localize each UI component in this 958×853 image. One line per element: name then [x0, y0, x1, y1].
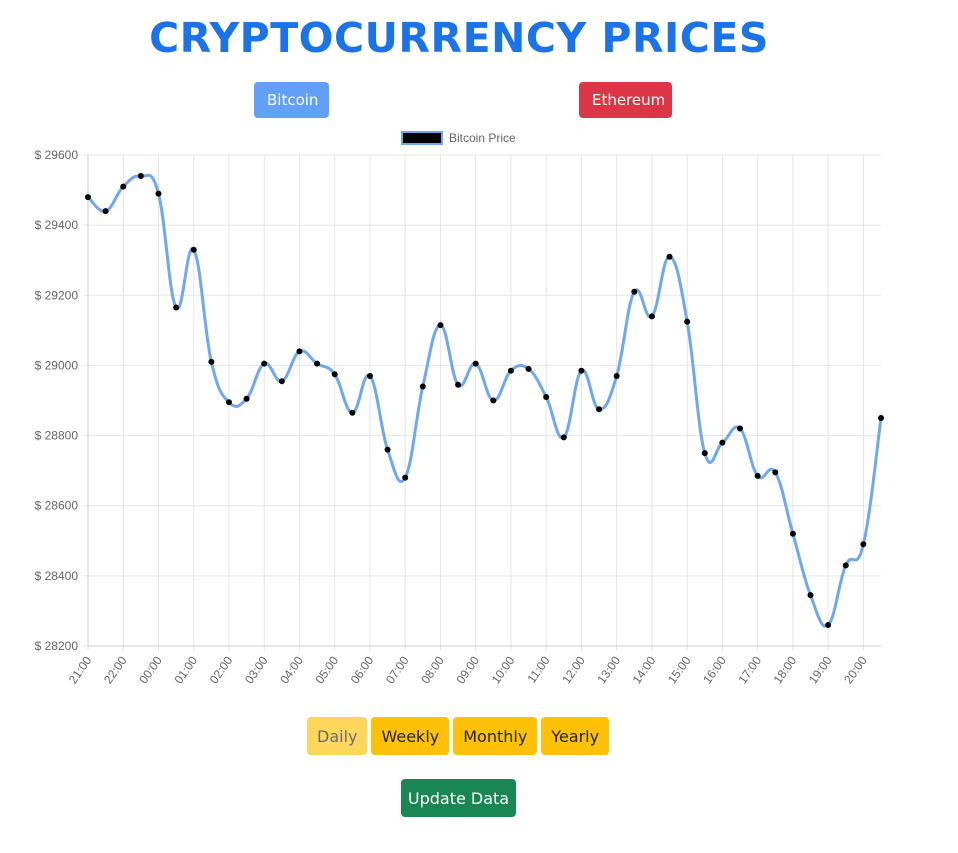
data-point[interactable]: [208, 358, 215, 365]
x-tick-label: 08:00: [418, 653, 447, 686]
x-tick-label: 00:00: [136, 653, 165, 686]
data-point[interactable]: [684, 318, 691, 325]
data-point[interactable]: [102, 208, 109, 215]
data-point[interactable]: [719, 439, 726, 446]
chart-legend[interactable]: Bitcoin Price: [401, 131, 516, 145]
data-point[interactable]: [314, 360, 321, 367]
data-point[interactable]: [772, 469, 779, 476]
data-point[interactable]: [789, 530, 796, 537]
x-tick-label: 03:00: [242, 653, 271, 686]
data-point[interactable]: [648, 313, 655, 320]
x-tick-label: 12:00: [559, 653, 588, 686]
data-point[interactable]: [472, 360, 479, 367]
y-tick-label: $ 29600: [35, 148, 79, 162]
data-point[interactable]: [155, 190, 162, 197]
data-point[interactable]: [384, 446, 391, 453]
series-points: [85, 173, 884, 628]
x-tick-label: 11:00: [524, 653, 552, 685]
data-point[interactable]: [825, 621, 832, 628]
x-tick-label: 22:00: [101, 653, 130, 686]
y-tick-label: $ 29000: [35, 358, 79, 372]
data-point[interactable]: [631, 288, 638, 295]
data-point[interactable]: [507, 367, 514, 374]
data-point[interactable]: [613, 372, 620, 379]
x-tick-label: 19:00: [806, 653, 835, 686]
x-tick-label: 05:00: [312, 653, 341, 686]
data-point[interactable]: [402, 474, 409, 481]
y-tick-label: $ 29200: [35, 288, 79, 302]
x-tick-label: 13:00: [594, 653, 623, 686]
data-point[interactable]: [190, 246, 197, 253]
x-tick-label: 02:00: [207, 653, 236, 686]
legend-label: Bitcoin Price: [449, 131, 516, 145]
period-selector: Daily Weekly Monthly Yearly: [307, 717, 610, 755]
x-tick-label: 10:00: [489, 653, 518, 686]
data-point[interactable]: [560, 434, 567, 441]
data-point[interactable]: [666, 253, 673, 260]
chart-grid: [83, 154, 881, 651]
x-tick-label: 04:00: [277, 653, 306, 686]
data-point[interactable]: [455, 381, 462, 388]
data-point[interactable]: [490, 397, 497, 404]
page-title: CRYPTOCURRENCY PRICES: [149, 14, 769, 62]
data-point[interactable]: [860, 541, 867, 548]
legend-swatch: [401, 131, 443, 145]
y-tick-label: $ 28800: [35, 429, 79, 443]
data-point[interactable]: [437, 322, 444, 329]
x-tick-label: 01:00: [171, 653, 200, 686]
data-point[interactable]: [85, 194, 91, 201]
data-point[interactable]: [349, 409, 356, 416]
data-point[interactable]: [243, 395, 250, 402]
x-axis: 21:00 22:00 00:00 01:00 02:00 03:00 04:00 05:00…: [66, 653, 870, 686]
x-tick-label: 21:00: [66, 653, 95, 686]
period-yearly-button[interactable]: Yearly: [541, 717, 610, 755]
series-line-bitcoin-price: [86, 173, 883, 628]
data-point[interactable]: [596, 406, 603, 413]
data-point[interactable]: [754, 472, 761, 479]
data-point[interactable]: [807, 592, 814, 599]
data-point[interactable]: [543, 393, 550, 400]
data-point[interactable]: [278, 378, 285, 385]
x-tick-label: 14:00: [630, 653, 659, 686]
data-point[interactable]: [578, 367, 585, 374]
ethereum-button[interactable]: Ethereum: [579, 82, 672, 118]
data-point[interactable]: [137, 173, 144, 180]
price-chart: Bitcoin Price $ 28200 $ 28400 $ 28600 $ 288…: [35, 131, 884, 686]
x-tick-label: 17:00: [735, 653, 764, 686]
x-tick-label: 15:00: [665, 653, 694, 686]
x-tick-label: 07:00: [383, 653, 412, 686]
y-tick-label: $ 29400: [35, 218, 79, 232]
data-point[interactable]: [878, 415, 884, 422]
update-data-button[interactable]: Update Data: [401, 779, 516, 817]
data-point[interactable]: [261, 360, 268, 367]
data-point[interactable]: [225, 399, 232, 406]
bitcoin-button[interactable]: Bitcoin: [254, 82, 329, 118]
period-weekly-button[interactable]: Weekly: [371, 717, 450, 755]
x-tick-label: 09:00: [453, 653, 482, 686]
y-tick-label: $ 28400: [35, 569, 79, 583]
data-point[interactable]: [701, 450, 708, 457]
data-point[interactable]: [173, 304, 180, 311]
x-tick-label: 16:00: [700, 653, 729, 686]
data-point[interactable]: [366, 372, 373, 379]
y-tick-label: $ 28600: [35, 499, 79, 513]
data-point[interactable]: [296, 348, 303, 355]
y-tick-label: $ 28200: [35, 639, 79, 653]
data-point[interactable]: [842, 562, 849, 569]
x-tick-label: 20:00: [841, 653, 870, 686]
data-point[interactable]: [737, 425, 744, 432]
data-point[interactable]: [525, 365, 532, 372]
period-monthly-button[interactable]: Monthly: [453, 717, 538, 755]
data-point[interactable]: [331, 371, 338, 378]
data-point[interactable]: [419, 383, 426, 390]
data-point[interactable]: [120, 183, 127, 190]
x-tick-label: 06:00: [348, 653, 377, 686]
period-daily-button[interactable]: Daily: [307, 717, 368, 755]
x-tick-label: 18:00: [771, 653, 800, 686]
y-axis: $ 28200 $ 28400 $ 28600 $ 28800 $ 29000 $ 292…: [35, 148, 79, 653]
